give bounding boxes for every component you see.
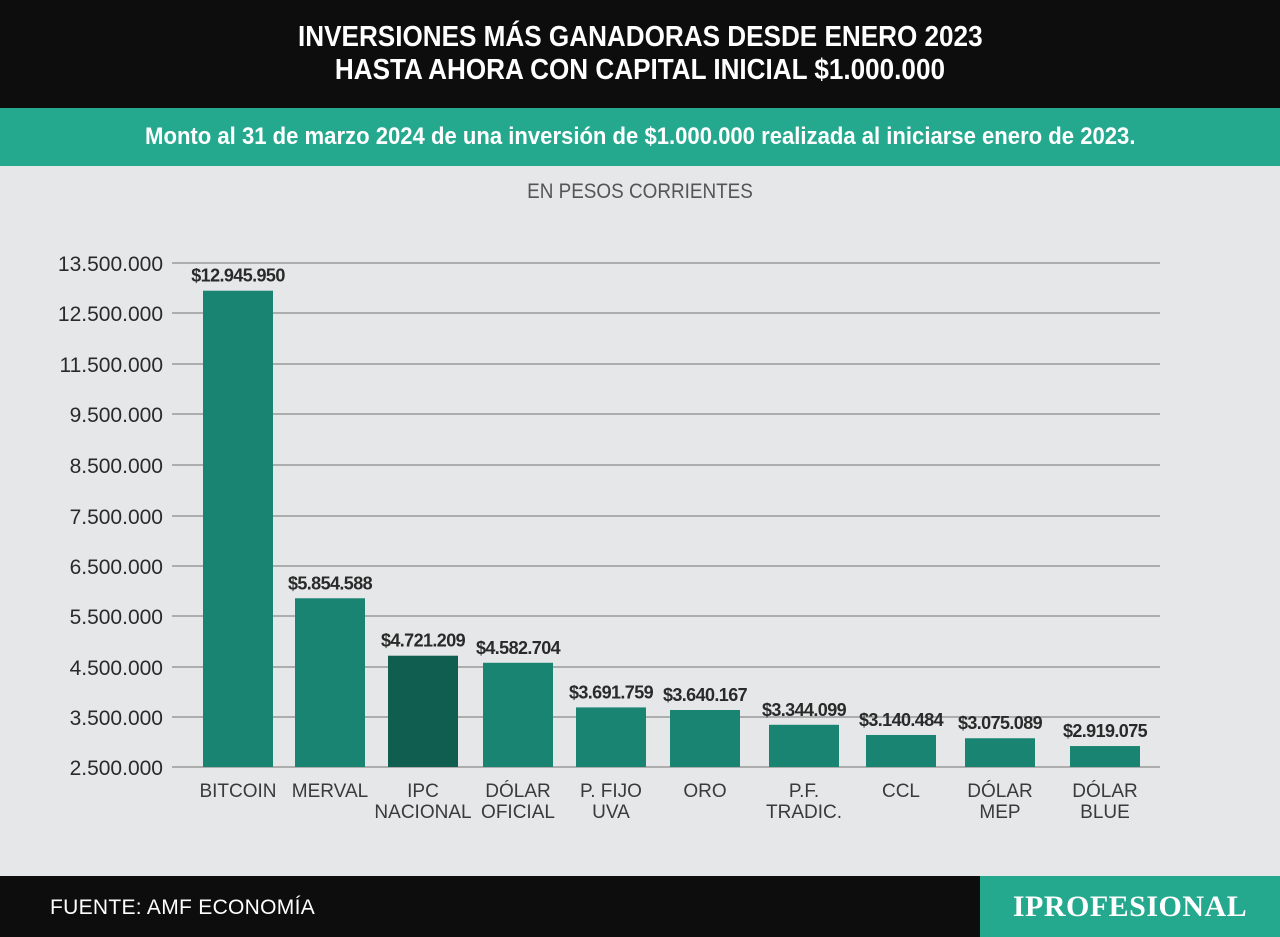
x-tick-label: BLUE — [1080, 802, 1130, 823]
chart-header: INVERSIONES MÁS GANADORAS DESDE ENERO 20… — [0, 0, 1280, 108]
y-tick-label: 4.500.000 — [70, 657, 163, 680]
x-tick-label: DÓLAR — [967, 780, 1032, 802]
bar — [203, 290, 273, 767]
x-tick-label: DÓLAR — [1072, 780, 1137, 802]
chart-title-line-1: INVERSIONES MÁS GANADORAS DESDE ENERO 20… — [297, 21, 983, 53]
data-label: $3.140.484 — [859, 710, 944, 730]
data-label: $4.582.704 — [476, 638, 561, 658]
y-tick-label: 2.500.000 — [70, 757, 163, 780]
chart-subtitle-band: Monto al 31 de marzo 2024 de una inversi… — [0, 108, 1280, 166]
data-label: $2.919.075 — [1063, 721, 1148, 741]
x-tick-label: P. FIJO — [580, 781, 642, 802]
bar — [769, 724, 839, 767]
bar — [670, 709, 740, 767]
chart-title-line-2: HASTA AHORA CON CAPITAL INICIAL $1.000.0… — [334, 54, 946, 86]
bar — [1070, 746, 1140, 767]
y-tick-label: 6.500.000 — [70, 556, 163, 579]
data-label: $5.854.588 — [288, 573, 373, 593]
bar — [295, 598, 365, 767]
y-tick-label: 13.500.000 — [58, 253, 163, 276]
x-tick-label: BITCOIN — [199, 781, 276, 802]
data-label: $3.344.099 — [762, 700, 847, 720]
bar-chart: 2.500.000 3.500.000 4.500.000 5.500.000 6.50… — [58, 253, 1160, 823]
bar — [866, 734, 936, 767]
footer: FUENTE: AMF ECONOMÍA IPROFESIONAL — [0, 876, 1280, 937]
x-tick-label: MERVAL — [292, 781, 368, 802]
y-tick-label: 9.500.000 — [70, 404, 163, 427]
y-tick-label: 11.500.000 — [59, 354, 163, 377]
x-tick-label: UVA — [592, 802, 630, 823]
bar — [388, 655, 458, 767]
y-tick-label: 5.500.000 — [70, 606, 163, 629]
bar — [965, 738, 1035, 767]
y-tick-label: 8.500.000 — [70, 455, 163, 478]
x-tick-label: NACIONAL — [374, 802, 471, 823]
x-tick-label: MEP — [979, 802, 1020, 823]
data-label: $3.640.167 — [663, 685, 748, 705]
data-label: $3.691.759 — [569, 682, 654, 702]
brand-logo: IPROFESIONAL — [980, 876, 1280, 937]
x-tick-label: CCL — [882, 781, 920, 802]
x-tick-label: OFICIAL — [481, 802, 555, 823]
x-tick-label: IPC — [407, 781, 439, 802]
x-tick-label: P.F. — [789, 781, 819, 802]
source-note: FUENTE: AMF ECONOMÍA — [50, 896, 316, 919]
bar — [483, 662, 553, 767]
data-label: $3.075.089 — [958, 713, 1043, 733]
units-label: EN PESOS CORRIENTES — [527, 180, 753, 203]
data-label: $12.945.950 — [191, 266, 285, 286]
y-tick-label: 12.500.000 — [58, 303, 163, 326]
x-tick-label: ORO — [683, 781, 726, 802]
x-tick-label: TRADIC. — [766, 802, 842, 823]
data-label: $4.721.209 — [381, 631, 466, 651]
y-tick-label: 3.500.000 — [70, 707, 163, 730]
chart-subtitle: Monto al 31 de marzo 2024 de una inversi… — [144, 123, 1136, 150]
y-tick-label: 7.500.000 — [70, 506, 163, 529]
bar — [576, 707, 646, 767]
x-tick-label: DÓLAR — [485, 780, 550, 802]
